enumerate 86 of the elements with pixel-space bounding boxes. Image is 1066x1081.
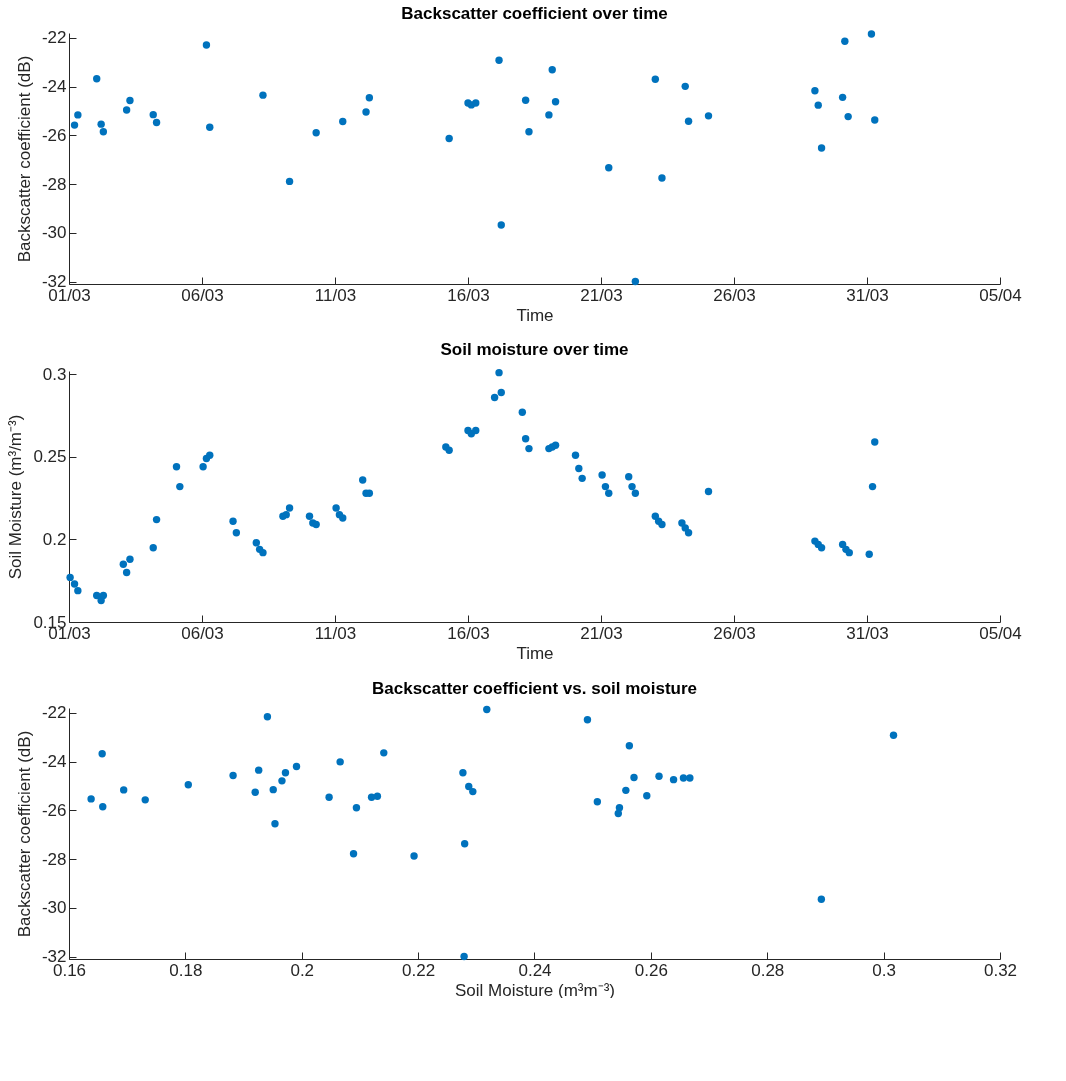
point <box>614 809 622 818</box>
x-tick-label: 31/03 <box>846 623 889 643</box>
x-tick-label: 0.32 <box>983 960 1018 980</box>
x-tick-label: 11/03 <box>314 285 357 305</box>
x-axis-title: Time <box>516 643 554 663</box>
point <box>469 787 477 796</box>
point <box>87 795 95 803</box>
x-tick-label: 0.22 <box>402 960 436 980</box>
point <box>325 793 333 801</box>
x-tick-label: 05/04 <box>979 285 1022 305</box>
x-tick-label: 0.26 <box>634 960 668 980</box>
point <box>380 749 388 757</box>
y-tick-label: -28 <box>41 174 67 194</box>
point <box>889 731 898 739</box>
x-tick-label: 11/03 <box>314 623 357 643</box>
x-tick-label: 0.28 <box>751 960 785 980</box>
point <box>269 785 277 794</box>
y-tick-label: -30 <box>41 898 67 918</box>
point <box>643 792 651 800</box>
x-tick-label: 26/03 <box>713 623 756 643</box>
point <box>655 772 663 780</box>
x-tick-label: 0.3 <box>872 960 896 980</box>
x-tick-label: 0.2 <box>290 960 315 980</box>
point <box>460 840 469 848</box>
point <box>229 771 237 780</box>
point <box>622 786 630 795</box>
point <box>278 777 286 785</box>
y-tick-label: -22 <box>41 703 67 723</box>
point <box>593 798 602 806</box>
chart-title: Soil moisture over time <box>440 340 629 360</box>
point <box>679 774 688 782</box>
y-tick-label: 0.3 <box>42 364 67 384</box>
x-tick-label: 16/03 <box>447 285 490 305</box>
point <box>460 952 468 961</box>
point <box>336 758 344 766</box>
y-tick-label: -26 <box>41 125 67 145</box>
x-axis-title: Time <box>516 305 554 325</box>
point <box>98 750 106 758</box>
y-axis-title: Backscatter coefficient (dB) <box>14 55 34 263</box>
point <box>817 895 826 903</box>
point <box>367 793 376 801</box>
point <box>583 716 592 724</box>
point <box>686 774 694 782</box>
x-tick-label: 05/04 <box>979 623 1022 643</box>
x-tick-label: 0.18 <box>169 960 203 980</box>
point <box>625 742 634 750</box>
y-tick-label: -22 <box>41 28 67 48</box>
point <box>141 796 149 804</box>
point <box>251 788 259 797</box>
y-tick-label: -26 <box>41 800 67 820</box>
y-tick-label: -28 <box>41 849 67 869</box>
x-tick-label: 06/03 <box>181 623 224 643</box>
point <box>271 820 279 828</box>
y-tick-label: 0.2 <box>42 529 67 549</box>
point <box>352 803 361 812</box>
y-axis-title: Backscatter coefficient (dB) <box>14 730 34 938</box>
point <box>99 802 107 811</box>
point <box>669 775 678 784</box>
point <box>615 803 624 812</box>
x-tick-label: 26/03 <box>713 285 756 305</box>
point <box>263 713 272 721</box>
x-tick-label: 21/03 <box>580 285 623 305</box>
point <box>349 850 358 858</box>
y-tick-label: -30 <box>41 223 67 243</box>
x-tick-label: 31/03 <box>846 285 889 305</box>
point <box>254 766 263 774</box>
point <box>119 786 128 794</box>
chart-title: Backscatter coefficient vs. soil moisture <box>371 678 698 698</box>
chart-title: Backscatter coefficient over time <box>401 3 668 23</box>
point <box>459 769 467 777</box>
point <box>483 705 491 714</box>
point <box>184 781 192 789</box>
x-tick-label: 06/03 <box>181 285 224 305</box>
y-tick-label: 0.25 <box>33 447 67 467</box>
point <box>292 762 301 771</box>
point <box>630 773 638 782</box>
x-tick-label: 0.24 <box>518 960 552 980</box>
x-tick-label: 16/03 <box>447 623 490 643</box>
y-tick-label: -24 <box>41 752 67 772</box>
point <box>465 782 473 791</box>
point <box>410 852 418 860</box>
point <box>281 769 290 777</box>
y-axis-title: Soil Moisture (m³/m⁻³) <box>6 414 26 580</box>
x-tick-label: 21/03 <box>580 623 623 643</box>
point <box>373 792 382 800</box>
y-tick-label: -24 <box>41 77 67 97</box>
